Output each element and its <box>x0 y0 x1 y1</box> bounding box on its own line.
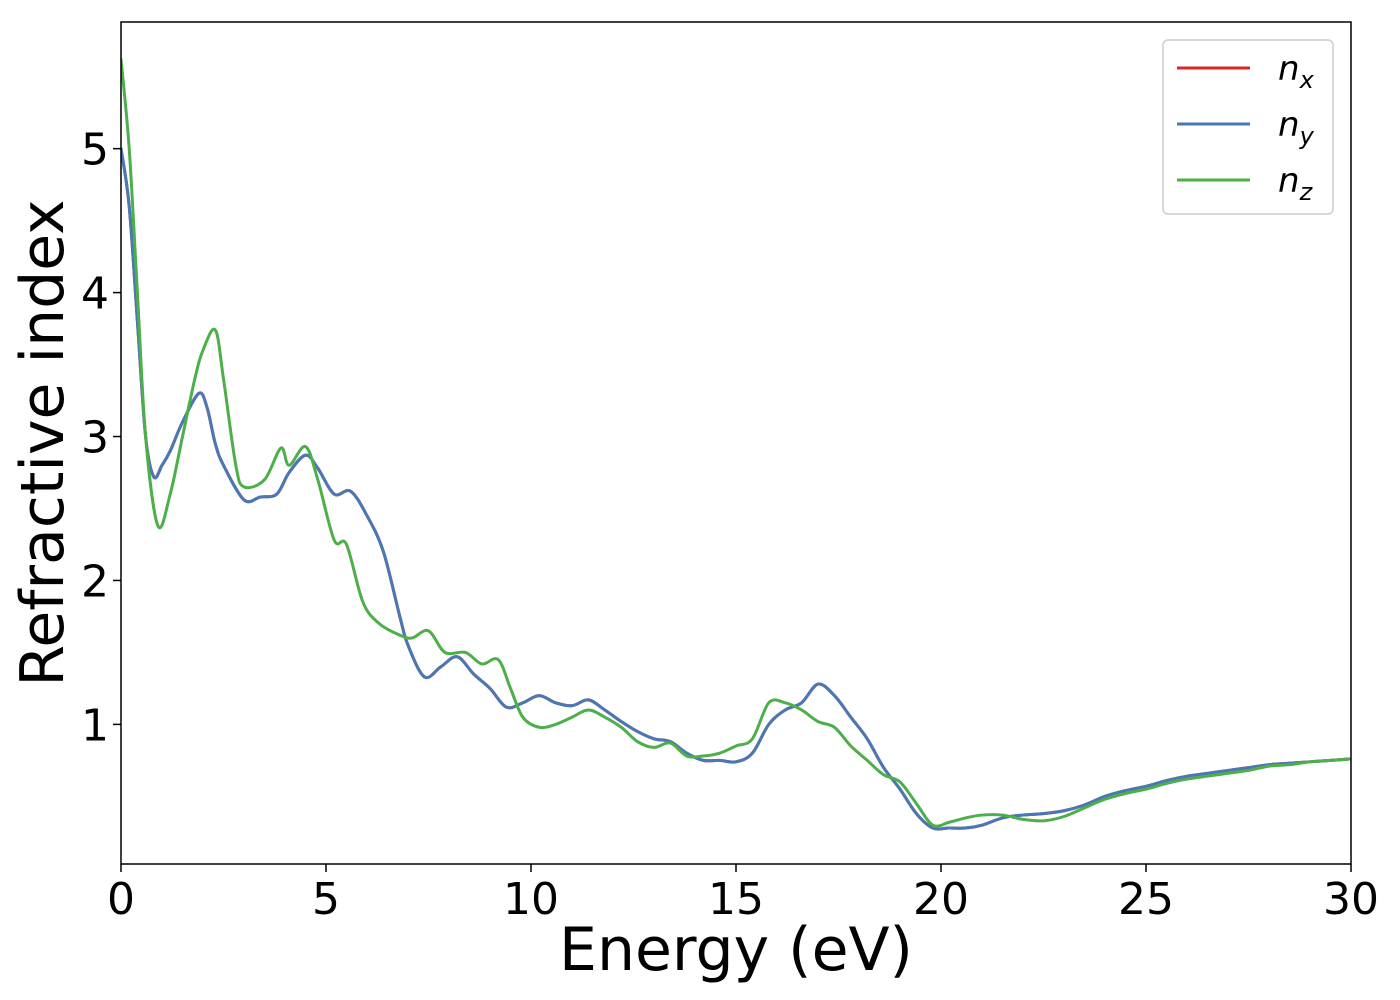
legend-label-n-z: nz <box>1278 161 1314 206</box>
series-line-n-y <box>121 147 1351 831</box>
x-tick-label: 25 <box>1118 874 1174 925</box>
legend-label-n-y: ny <box>1278 105 1315 150</box>
legend-box <box>1162 39 1334 215</box>
plot-area-background <box>121 22 1351 864</box>
y-tick-label: 1 <box>81 700 109 751</box>
y-tick-label: 2 <box>81 556 109 607</box>
x-tick-label: 5 <box>312 874 340 925</box>
x-axis-ticks: 0 5 10 15 20 25 30 <box>107 864 1379 925</box>
x-tick-label: 10 <box>503 874 559 925</box>
series-layer <box>121 57 1351 831</box>
y-tick-label: 4 <box>81 269 109 320</box>
x-tick-label: 15 <box>708 874 764 925</box>
legend: nx ny nz <box>1162 39 1334 215</box>
y-tick-label: 3 <box>81 413 109 464</box>
y-tick-label: 5 <box>81 125 109 176</box>
legend-label-n-x: nx <box>1278 49 1315 94</box>
series-line-n-z <box>121 57 1351 828</box>
x-tick-label: 30 <box>1323 874 1379 925</box>
y-axis-ticks: 1 2 3 4 5 <box>81 125 121 751</box>
y-axis-title: Refractive index <box>8 199 78 686</box>
x-axis-title: Energy (eV) <box>559 915 913 985</box>
x-tick-label: 0 <box>107 874 135 925</box>
x-tick-label: 20 <box>913 874 969 925</box>
